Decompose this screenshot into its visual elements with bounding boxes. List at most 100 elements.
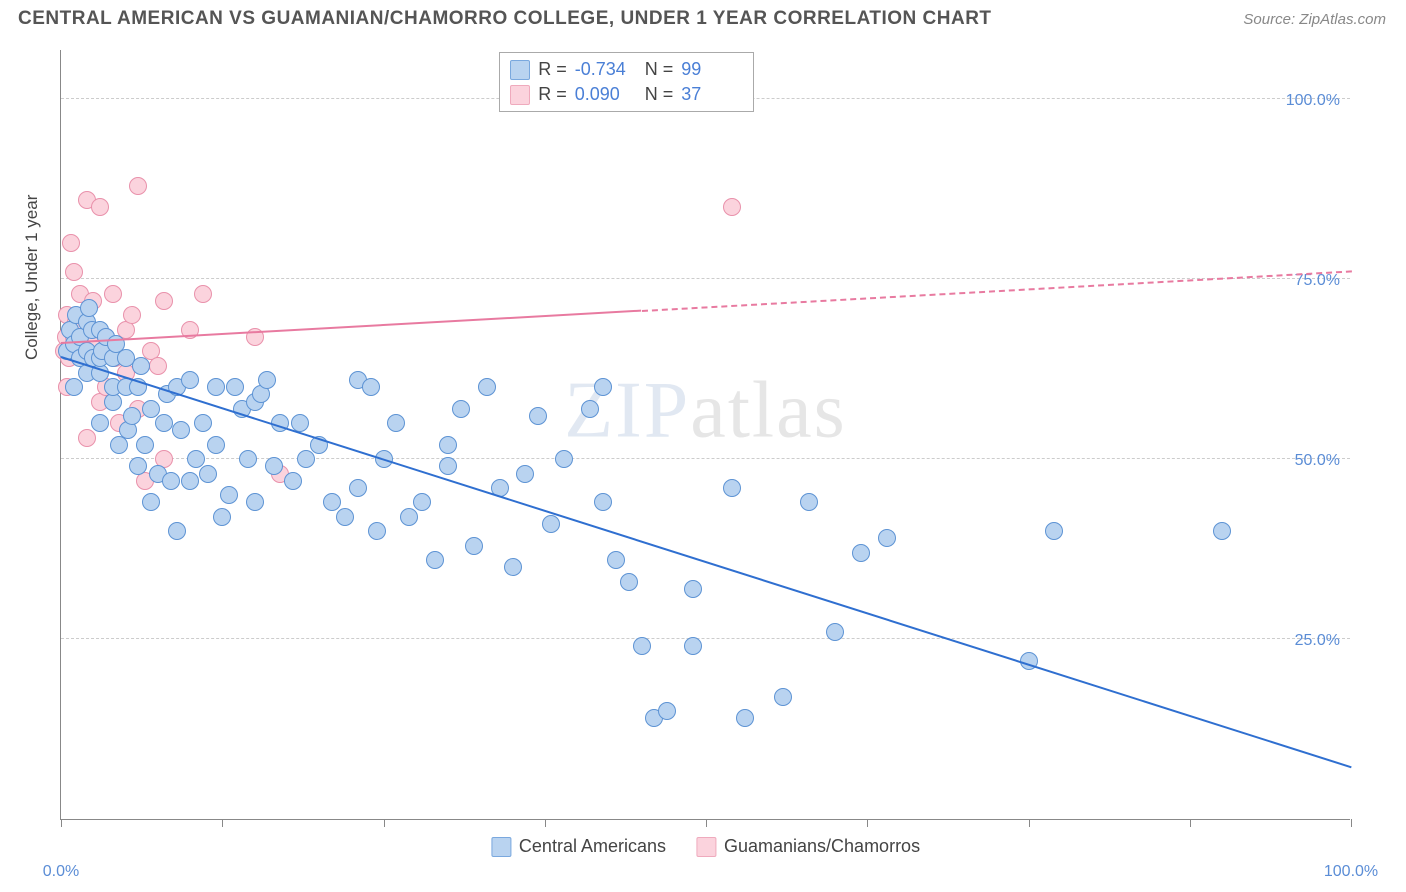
- trend-line: [61, 357, 1352, 769]
- source-label: Source:: [1243, 11, 1295, 28]
- watermark-part2: atlas: [690, 367, 847, 455]
- legend-item: Central Americans: [491, 836, 666, 857]
- plot-area: ZIPatlas 25.0%50.0%75.0%100.0%0.0%100.0%…: [60, 50, 1350, 820]
- data-point: [581, 400, 599, 418]
- data-point: [413, 493, 431, 511]
- data-point: [542, 515, 560, 533]
- data-point: [1213, 522, 1231, 540]
- data-point: [136, 436, 154, 454]
- data-point: [439, 436, 457, 454]
- data-point: [129, 457, 147, 475]
- data-point: [349, 479, 367, 497]
- y-tick-label: 100.0%: [1286, 92, 1340, 110]
- x-tick: [1190, 819, 1191, 827]
- stat-n-value: 37: [681, 82, 743, 107]
- data-point: [323, 493, 341, 511]
- source-credit: Source: ZipAtlas.com: [1243, 11, 1386, 28]
- data-point: [142, 400, 160, 418]
- data-point: [172, 421, 190, 439]
- legend-swatch: [510, 85, 530, 105]
- data-point: [555, 450, 573, 468]
- stats-legend-box: R =-0.734N =99R =0.090N =37: [499, 52, 754, 112]
- data-point: [78, 429, 96, 447]
- data-point: [80, 299, 98, 317]
- data-point: [123, 407, 141, 425]
- data-point: [465, 537, 483, 555]
- data-point: [774, 688, 792, 706]
- data-point: [207, 378, 225, 396]
- data-point: [91, 198, 109, 216]
- data-point: [723, 198, 741, 216]
- legend-swatch: [696, 837, 716, 857]
- data-point: [258, 371, 276, 389]
- data-point: [658, 702, 676, 720]
- x-tick-label: 0.0%: [43, 863, 79, 881]
- data-point: [529, 407, 547, 425]
- stats-row: R =-0.734N =99: [510, 57, 743, 82]
- data-point: [239, 450, 257, 468]
- stat-r-value: 0.090: [575, 82, 637, 107]
- data-point: [65, 378, 83, 396]
- data-point: [504, 558, 522, 576]
- legend-swatch: [510, 60, 530, 80]
- data-point: [142, 493, 160, 511]
- x-tick: [384, 819, 385, 827]
- data-point: [181, 371, 199, 389]
- stat-n-label: N =: [645, 57, 674, 82]
- x-tick: [867, 819, 868, 827]
- data-point: [155, 292, 173, 310]
- stats-row: R =0.090N =37: [510, 82, 743, 107]
- grid-line: [61, 278, 1350, 279]
- data-point: [478, 378, 496, 396]
- data-point: [400, 508, 418, 526]
- data-point: [826, 623, 844, 641]
- data-point: [723, 479, 741, 497]
- data-point: [246, 493, 264, 511]
- y-tick-label: 50.0%: [1295, 452, 1340, 470]
- data-point: [199, 465, 217, 483]
- trend-line: [61, 310, 642, 344]
- data-point: [852, 544, 870, 562]
- data-point: [516, 465, 534, 483]
- data-point: [123, 306, 141, 324]
- chart-header: CENTRAL AMERICAN VS GUAMANIAN/CHAMORRO C…: [0, 0, 1406, 34]
- data-point: [878, 529, 896, 547]
- data-point: [607, 551, 625, 569]
- y-axis-title: College, Under 1 year: [22, 195, 42, 360]
- legend-label: Guamanians/Chamorros: [724, 836, 920, 857]
- data-point: [226, 378, 244, 396]
- data-point: [594, 378, 612, 396]
- y-tick-label: 25.0%: [1295, 632, 1340, 650]
- stat-r-label: R =: [538, 82, 567, 107]
- x-tick: [1029, 819, 1030, 827]
- data-point: [736, 709, 754, 727]
- data-point: [155, 414, 173, 432]
- data-point: [213, 508, 231, 526]
- stat-r-label: R =: [538, 57, 567, 82]
- x-tick: [545, 819, 546, 827]
- data-point: [129, 177, 147, 195]
- data-point: [439, 457, 457, 475]
- x-tick-label: 100.0%: [1324, 863, 1378, 881]
- data-point: [362, 378, 380, 396]
- stat-r-value: -0.734: [575, 57, 637, 82]
- data-point: [452, 400, 470, 418]
- data-point: [149, 357, 167, 375]
- data-point: [132, 357, 150, 375]
- data-point: [387, 414, 405, 432]
- data-point: [684, 637, 702, 655]
- x-tick: [1351, 819, 1352, 827]
- x-tick: [706, 819, 707, 827]
- data-point: [620, 573, 638, 591]
- data-point: [181, 472, 199, 490]
- data-point: [284, 472, 302, 490]
- data-point: [800, 493, 818, 511]
- x-tick: [222, 819, 223, 827]
- trend-line: [641, 270, 1351, 312]
- data-point: [220, 486, 238, 504]
- data-point: [194, 285, 212, 303]
- data-point: [265, 457, 283, 475]
- data-point: [194, 414, 212, 432]
- data-point: [297, 450, 315, 468]
- data-point: [684, 580, 702, 598]
